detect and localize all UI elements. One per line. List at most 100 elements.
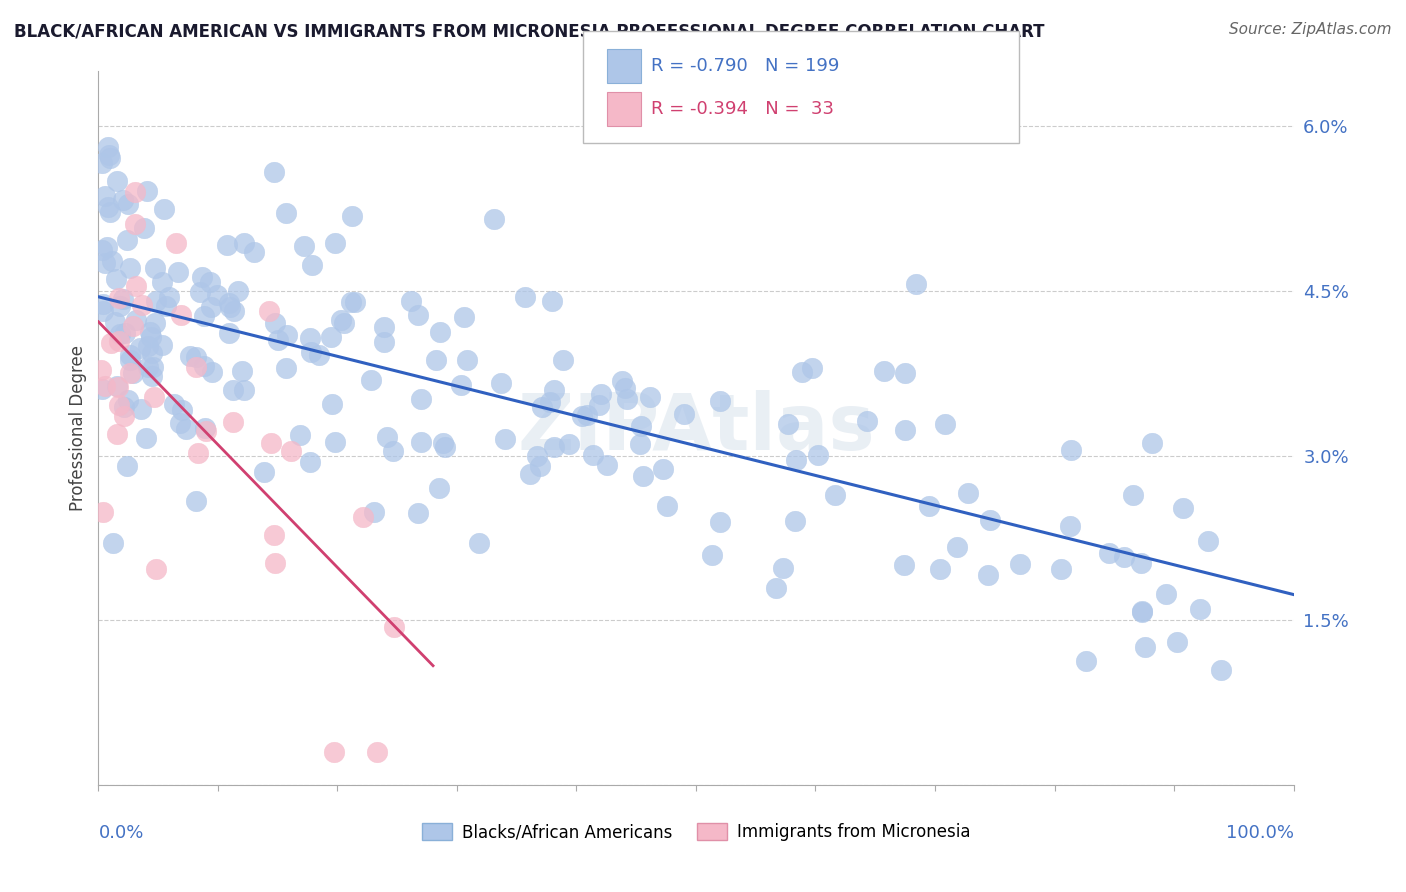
Point [894,367,917,381]
Point [856,414,879,428]
Y-axis label: Professional Degree: Professional Degree [69,345,87,511]
Point [1166,635,1188,649]
Point [894,423,917,437]
Point [228,285,250,299]
Point [553,353,575,368]
Point [112,400,135,414]
Point [108,299,131,313]
Point [96,240,118,254]
Point [977,568,1000,582]
Point [329,313,352,327]
Point [136,338,159,352]
Point [824,488,846,502]
Text: R = -0.790   N = 199: R = -0.790 N = 199 [651,57,839,75]
Point [198,275,221,289]
Point [253,465,276,479]
Point [292,239,315,253]
Point [1010,557,1032,571]
Point [1122,488,1144,502]
Text: R = -0.394   N =  33: R = -0.394 N = 33 [651,100,834,118]
Point [107,398,129,412]
Point [352,510,374,524]
Point [873,364,896,378]
Point [776,417,799,431]
Point [179,349,201,363]
Point [934,417,956,432]
Point [1189,602,1212,616]
Text: 100.0%: 100.0% [1226,824,1294,842]
Point [145,293,167,308]
Point [928,562,950,576]
Point [194,421,217,435]
Point [408,309,430,323]
Point [219,300,242,314]
Point [232,236,254,251]
Point [170,402,193,417]
Point [571,409,593,424]
Point [1059,519,1081,533]
Point [105,174,128,188]
Point [1130,604,1153,618]
Point [321,397,343,411]
Point [139,330,162,344]
Point [263,528,285,542]
Point [264,317,287,331]
Point [231,364,253,378]
Point [373,319,395,334]
Point [221,383,243,397]
Point [979,513,1001,527]
Point [673,408,696,422]
Point [91,382,114,396]
Point [366,745,388,759]
Point [274,360,297,375]
Point [290,428,312,442]
Point [112,409,135,423]
Point [260,436,283,450]
Legend: Blacks/African Americans, Immigrants from Micronesia: Blacks/African Americans, Immigrants fro… [415,816,977,848]
Point [122,319,145,334]
Point [191,269,214,284]
Point [1154,587,1177,601]
Point [382,620,405,634]
Point [136,184,159,198]
Point [98,205,121,219]
Point [709,394,731,409]
Point [700,548,723,562]
Point [274,206,297,220]
Point [114,326,136,341]
Point [108,334,131,349]
Point [91,505,114,519]
Point [1129,556,1152,570]
Text: Source: ZipAtlas.com: Source: ZipAtlas.com [1229,22,1392,37]
Point [132,220,155,235]
Point [332,316,354,330]
Point [596,458,619,472]
Point [193,359,215,373]
Point [150,337,173,351]
Point [143,261,166,276]
Point [298,331,321,345]
Point [136,360,159,375]
Point [97,201,120,215]
Point [1112,549,1135,564]
Text: ZIPAtlas: ZIPAtlas [517,390,875,467]
Point [543,440,565,454]
Point [456,352,478,367]
Point [108,326,131,341]
Point [956,485,979,500]
Point [482,211,505,226]
Point [105,427,128,442]
Point [264,557,287,571]
Point [612,375,634,389]
Point [107,380,129,394]
Point [143,316,166,330]
Point [125,312,148,326]
Point [425,352,447,367]
Point [453,310,475,325]
Point [1209,663,1232,677]
Point [918,500,941,514]
Point [131,298,153,312]
Point [785,453,807,467]
Point [117,197,139,211]
Point [342,210,364,224]
